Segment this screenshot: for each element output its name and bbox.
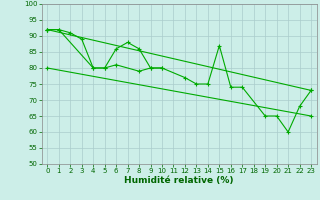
X-axis label: Humidité relative (%): Humidité relative (%) [124,176,234,185]
